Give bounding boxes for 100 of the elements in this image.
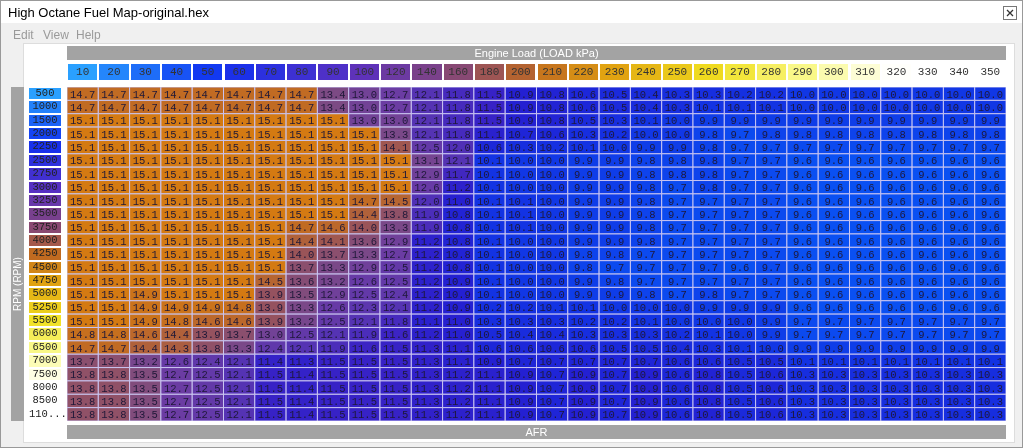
data-label: 9.7 [667,182,687,195]
data-label: 15.1 [132,235,158,248]
data-label: 15.1 [101,168,127,181]
data-label: 10.0 [508,168,534,181]
data-label: 11.8 [445,102,471,115]
data-label: 9.9 [761,115,781,128]
x-tick-label: 180 [474,64,505,80]
data-label: 11.8 [383,315,409,328]
data-label: 10.0 [508,182,534,195]
data-label: 9.6 [980,168,1000,181]
data-label: 10.0 [539,222,565,235]
data-label: 9.6 [855,222,875,235]
data-label: 10.3 [789,382,816,395]
data-label: 10.3 [789,395,816,408]
data-label: 12.5 [195,395,221,408]
x-tick-label: 310 [850,64,880,80]
data-label: 9.7 [730,235,750,248]
data-label: 9.6 [855,182,875,195]
data-label: 9.6 [918,235,938,248]
data-label: 12.6 [351,275,377,288]
data-label: 9.9 [574,289,593,302]
data-label: 9.7 [699,262,719,275]
data-label: 12.7 [383,88,409,101]
data-label: 15.1 [320,142,346,155]
data-label: 15.1 [132,262,158,275]
data-label: 15.1 [70,235,96,248]
data-label: 11.0 [445,315,471,328]
data-label: 15.1 [383,182,409,195]
data-label: 11.0 [445,195,471,208]
data-label: 10.3 [883,369,910,382]
data-label: 9.7 [761,195,781,208]
data-label: 10.9 [633,395,659,408]
data-label: 11.5 [257,369,284,382]
data-label: 10.5 [570,115,597,128]
data-label: 9.6 [793,235,812,248]
data-label: 10.2 [539,142,565,155]
data-label: 9.6 [980,262,1000,275]
data-label: 11.5 [320,355,346,368]
data-label: 9.6 [949,262,969,275]
data-label: 9.8 [636,222,656,235]
data-label: 9.6 [980,275,1000,288]
data-label: 15.1 [101,142,127,155]
data-label: 9.6 [793,289,812,302]
data-label: 10.1 [696,329,722,342]
data-label: 13.0 [383,115,409,128]
data-label: 11.2 [414,235,440,248]
data-label: 15.1 [132,182,158,195]
data-label: 9.7 [761,235,781,248]
data-label: 9.9 [605,195,625,208]
data-label: 11.2 [414,262,440,275]
data-label: 9.6 [887,262,906,275]
data-label: 9.7 [887,142,906,155]
data-label: 9.6 [887,182,906,195]
y-tick-label: 500 [29,87,61,100]
data-label: 12.1 [226,409,252,422]
data-label: 10.1 [476,235,503,248]
data-label: 11.3 [289,355,315,368]
data-label: 12.5 [414,142,440,155]
data-label: 15.1 [70,182,96,195]
data-label: 9.7 [667,289,687,302]
data-label: 10.5 [602,342,628,355]
data-label: 10.8 [445,208,471,221]
x-tick-label: 90 [318,64,348,80]
data-label: 11.9 [414,208,440,221]
data-label: 13.3 [226,342,252,355]
data-label: 9.6 [887,155,906,168]
data-label: 13.5 [132,382,158,395]
data-label: 10.5 [727,369,753,382]
data-label: 15.1 [257,182,284,195]
data-label: 13.7 [289,262,315,275]
data-label: 10.0 [539,195,565,208]
data-label: 13.8 [70,369,96,382]
data-label: 9.6 [949,235,969,248]
data-label: 15.1 [289,182,315,195]
data-label: 15.1 [195,275,221,288]
y-tick-label: 1000 [29,100,61,113]
text: View [43,28,69,42]
data-label: 9.7 [761,289,781,302]
data-label: 10.1 [758,102,784,115]
data-label: 10.0 [633,302,659,315]
data-label: 9.7 [730,182,750,195]
data-label: 13.9 [257,315,284,328]
data-label: 10.7 [508,355,534,368]
data-label: 14.4 [351,208,377,221]
data-label: 9.7 [699,208,719,221]
data-label: 9.6 [949,182,969,195]
data-label: 15.1 [163,289,190,302]
data-label: 12.5 [351,289,377,302]
data-label: 9.6 [887,235,906,248]
data-label: 14.7 [101,342,127,355]
data-label: 11.5 [383,342,409,355]
data-label: 10.7 [539,355,565,368]
data-label: 9.8 [636,208,656,221]
data-label: 11.2 [414,249,440,261]
data-label: 14.6 [226,315,252,328]
data-label: 9.6 [887,195,906,208]
data-label: 15.1 [320,208,346,221]
data-label: 15.1 [226,155,252,168]
data-label: 10.0 [539,275,565,288]
y-tick-label: 2500 [29,153,61,167]
